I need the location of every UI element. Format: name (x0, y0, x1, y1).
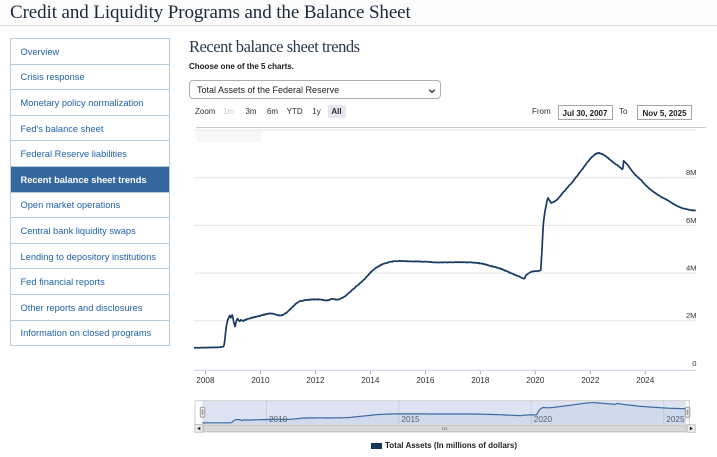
svg-text:2012: 2012 (306, 376, 325, 385)
svg-text:2010: 2010 (269, 415, 288, 424)
svg-text:2010: 2010 (251, 376, 270, 385)
svg-text:2016: 2016 (416, 376, 435, 385)
svg-text:2020: 2020 (526, 376, 545, 385)
svg-text:2M: 2M (686, 311, 697, 320)
svg-text:4M: 4M (686, 264, 697, 273)
svg-text:2024: 2024 (636, 376, 655, 385)
svg-text:2020: 2020 (534, 415, 553, 424)
svg-text:2022: 2022 (581, 376, 600, 385)
svg-text:2025: 2025 (666, 415, 685, 424)
svg-text:2015: 2015 (401, 415, 420, 424)
svg-text:8M: 8M (686, 168, 697, 177)
svg-text:0: 0 (692, 359, 696, 368)
svg-text:6M: 6M (686, 216, 697, 225)
svg-text:2008: 2008 (196, 376, 215, 385)
svg-text:2018: 2018 (471, 376, 490, 385)
svg-text:2014: 2014 (361, 376, 380, 385)
